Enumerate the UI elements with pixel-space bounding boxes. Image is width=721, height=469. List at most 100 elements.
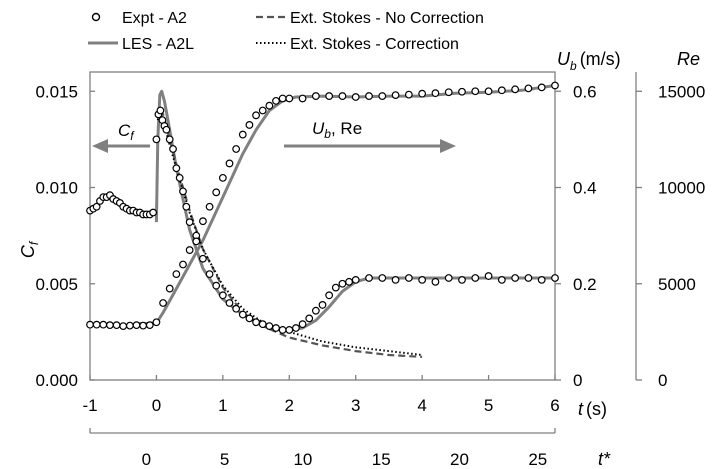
cf-arrow-head: [92, 139, 108, 153]
series-point-expt_cf: [185, 218, 194, 227]
series-point-expt_ub: [484, 87, 493, 96]
series-point-expt_ub: [205, 202, 214, 211]
series-point-expt_cf: [537, 276, 546, 284]
series-point-expt_cf: [331, 283, 340, 292]
x-tick-label: -1: [82, 396, 97, 415]
series-point-expt_ub: [92, 320, 101, 329]
data-marks: [86, 81, 559, 358]
y-left-tick-label: 0.005: [35, 275, 78, 294]
y-left-tick-label: 0.000: [35, 371, 78, 390]
series-point-expt_ub: [185, 246, 194, 254]
series-point-expt_cf: [524, 274, 533, 282]
cf-arrow-annotation: Cf: [92, 121, 150, 153]
y-re-axis-label: Re: [677, 49, 700, 69]
series-point-expt_cf: [205, 270, 214, 279]
series-point-expt_cf: [175, 173, 184, 182]
series-point-expt_ub: [378, 92, 387, 100]
series-point-expt_ub: [458, 87, 466, 96]
series-point-expt_cf: [345, 277, 353, 286]
series-point-expt_cf: [378, 274, 387, 282]
series-point-expt_ub: [218, 173, 227, 182]
y-ub-tick-label: 0: [573, 371, 582, 390]
plot-frame: [89, 71, 637, 434]
x-tick-label: 0: [152, 396, 161, 415]
series-point-expt_cf: [232, 304, 241, 313]
series-point-expt_cf: [92, 202, 101, 211]
x-tick-label: 6: [550, 396, 559, 415]
series-point-expt_cf: [311, 306, 320, 315]
series-point-expt_ub: [238, 130, 247, 139]
legend: Expt - A2 LES - A2L Ext. Stokes - No Cor…: [88, 10, 484, 53]
series-point-expt_cf: [156, 106, 165, 115]
series-point-expt_ub: [351, 93, 360, 101]
series-point-expt_ub: [232, 145, 241, 153]
series-point-expt_cf: [305, 314, 314, 323]
series-point-expt_ub: [179, 260, 187, 269]
series-point-expt_ub: [125, 321, 134, 330]
legend-label-stokes-c: Ext. Stokes - Correction: [290, 36, 459, 53]
series-point-expt_cf: [258, 320, 267, 329]
series-point-expt_ub: [311, 92, 320, 100]
series-point-expt_cf: [165, 135, 174, 144]
series-point-expt_cf: [225, 299, 234, 307]
series-point-expt_ub: [278, 94, 287, 103]
series-point-expt_ub: [165, 284, 174, 293]
series-point-expt_cf: [391, 276, 400, 284]
series-point-expt_ub: [391, 91, 400, 99]
series-point-expt_cf: [272, 324, 280, 332]
series-line-les_ub: [136, 84, 556, 326]
x-tick-label: 3: [351, 396, 360, 415]
series-point-expt_cf: [404, 274, 413, 282]
legend-label-les: LES - A2L: [122, 36, 194, 53]
series-point-expt_cf: [252, 318, 260, 327]
series-point-expt_ub: [159, 299, 167, 307]
series-point-expt_ub: [511, 85, 520, 94]
plot-area-border: [89, 71, 556, 381]
legend-label-stokes-nc: Ext. Stokes - No Correction: [290, 10, 484, 27]
series-point-expt_ub: [86, 320, 94, 329]
series-point-expt_cf: [285, 326, 294, 334]
series-point-expt_ub: [338, 92, 347, 100]
series-point-expt_cf: [351, 276, 360, 284]
series-point-expt_cf: [444, 274, 453, 282]
series-point-expt_cf: [292, 324, 300, 332]
series-point-expt_cf: [172, 164, 181, 173]
series-point-expt_ub: [106, 321, 114, 330]
series-point-expt_cf: [179, 187, 187, 196]
series-point-expt_ub: [537, 83, 546, 92]
series-point-expt_cf: [192, 237, 201, 246]
series-point-expt_ub: [152, 318, 161, 327]
series-point-expt_ub: [524, 84, 533, 93]
series-point-expt_cf: [365, 274, 373, 282]
series-point-expt_ub: [258, 106, 267, 115]
cf-arrow-label: Cf: [118, 121, 135, 143]
series-point-expt_cf: [325, 291, 334, 300]
series-point-expt_ub: [252, 111, 260, 120]
y-left-axis-label: Cf: [18, 240, 41, 258]
series-point-expt_ub: [285, 94, 294, 103]
series-point-expt_cf: [245, 314, 254, 323]
x2-tick-label: 15: [372, 450, 391, 469]
series-point-expt_cf: [162, 125, 171, 134]
series-point-expt_ub: [298, 94, 307, 103]
ub-re-arrow-label: Ub, Re: [312, 119, 362, 141]
series-point-expt_ub: [112, 321, 121, 330]
y-left-tick-label: 0.010: [35, 179, 78, 198]
ub-re-arrow-annotation: Ub, Re: [284, 119, 456, 153]
axis-ticks: -1 0 1 2 3 4 5 60 5 10 15 20 250.0000.0050.0100.0150…: [35, 82, 705, 469]
series-point-expt_cf: [551, 274, 559, 282]
series-point-expt_ub: [245, 121, 254, 129]
series-point-expt_cf: [278, 326, 287, 334]
x-tick-label: 5: [484, 396, 493, 415]
series-point-expt_cf: [484, 272, 493, 280]
series-point-expt_ub: [551, 81, 559, 90]
x-tick-label: 2: [285, 396, 294, 415]
legend-label-expt: Expt - A2: [122, 10, 187, 27]
x-tick-label: 4: [417, 396, 426, 415]
series-point-expt_cf: [458, 276, 466, 284]
x2-axis-label: t*: [598, 449, 611, 469]
y-ub-tick-label: 0.2: [573, 275, 597, 294]
series-point-expt_ub: [225, 159, 234, 168]
series-point-expt_ub: [497, 86, 506, 95]
